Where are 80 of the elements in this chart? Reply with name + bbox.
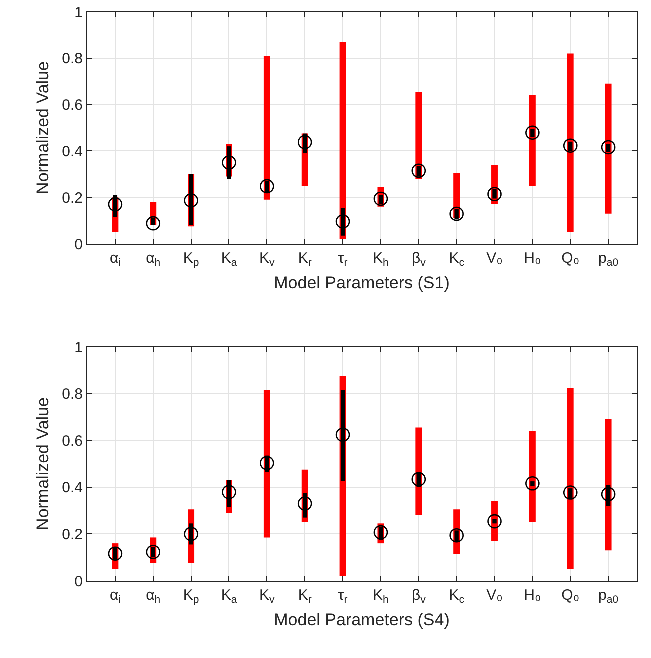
y-tick-label: 0.2 <box>62 190 83 207</box>
y-tick-label: 1 <box>74 339 83 356</box>
bar <box>264 390 270 538</box>
bar <box>567 388 574 570</box>
y-tick-label: 0.2 <box>62 526 83 544</box>
point <box>601 487 616 502</box>
bar <box>340 42 346 240</box>
x-tick-label: Q₀ <box>562 587 580 604</box>
x-tick-label: p$_{a0}$ <box>598 587 619 606</box>
y-tick-label: 1 <box>74 4 83 22</box>
x-tick-label: H₀ <box>524 250 542 267</box>
x-tick-label: K$_{a}$ <box>221 250 238 270</box>
point <box>601 140 616 155</box>
point <box>526 126 540 140</box>
x-tick-label: α$_{i}$ <box>110 250 121 270</box>
x-tick-label: K$_{h}$ <box>373 587 390 606</box>
point <box>222 485 236 500</box>
x-tick-label: p$_{a0}$ <box>598 250 619 270</box>
x-tick-label: Q₀ <box>562 250 580 267</box>
point <box>184 527 198 542</box>
point <box>450 528 464 543</box>
x-tick-label: K$_{p}$ <box>183 587 200 606</box>
point <box>260 456 274 470</box>
x-tick-label: α$_{h}$ <box>146 587 161 606</box>
y-tick-label: 0 <box>74 573 83 590</box>
point <box>336 428 350 442</box>
bar <box>264 56 270 200</box>
x-tick-label: β$_{v}$ <box>412 250 427 270</box>
point <box>374 525 388 540</box>
y-axis-title: Normalized Value <box>34 398 53 530</box>
point <box>563 486 578 500</box>
x-tick-label: V₀ <box>486 587 503 604</box>
x-tick-label: K$_{c}$ <box>449 250 464 270</box>
point <box>488 187 502 202</box>
y-tick-label: 0.6 <box>62 97 83 114</box>
x-tick-label: K$_{a}$ <box>221 587 238 606</box>
point <box>298 135 312 150</box>
point <box>146 545 161 560</box>
point <box>108 197 123 212</box>
x-tick-label: τ$_{r}$ <box>338 587 348 606</box>
point <box>412 472 426 487</box>
y-tick-label: 0.4 <box>62 480 83 497</box>
point <box>298 496 312 511</box>
x-tick-label: K$_{r}$ <box>298 587 312 606</box>
x-axis-title: Model Parameters (S4) <box>274 610 450 630</box>
x-tick-label: K$_{v}$ <box>260 250 276 270</box>
bar <box>567 54 574 232</box>
x-tick-label: K$_{p}$ <box>183 250 200 270</box>
bar <box>605 420 612 551</box>
y-tick-label: 0.6 <box>62 432 83 450</box>
point <box>450 206 464 222</box>
x-tick-label: K$_{c}$ <box>449 587 464 606</box>
x-axis-title: Model Parameters (S1) <box>274 274 450 293</box>
point <box>260 179 274 194</box>
y-tick-label: 0.8 <box>62 386 83 404</box>
x-tick-label: α$_{h}$ <box>146 250 161 270</box>
point <box>563 138 578 154</box>
point <box>412 164 426 178</box>
point <box>146 216 161 231</box>
x-tick-label: V₀ <box>486 250 503 267</box>
bar <box>529 431 536 522</box>
x-tick-label: H₀ <box>524 587 542 604</box>
y-tick-label: 0 <box>74 236 83 254</box>
point <box>108 546 123 562</box>
point <box>222 156 236 170</box>
point <box>184 193 198 208</box>
y-axis-title: Normalized Value <box>34 62 53 194</box>
point <box>336 214 350 229</box>
x-tick-label: K$_{h}$ <box>373 250 390 270</box>
x-tick-label: τ$_{r}$ <box>338 250 348 270</box>
x-tick-label: β$_{v}$ <box>412 587 427 606</box>
point <box>488 514 502 529</box>
point <box>374 192 388 206</box>
y-tick-label: 0.8 <box>62 50 83 68</box>
x-tick-label: K$_{v}$ <box>260 587 276 606</box>
y-tick-label: 0.4 <box>62 143 83 160</box>
x-tick-label: K$_{r}$ <box>298 250 312 270</box>
bar <box>605 84 612 214</box>
point <box>526 476 540 491</box>
x-tick-label: α$_{i}$ <box>110 587 121 606</box>
